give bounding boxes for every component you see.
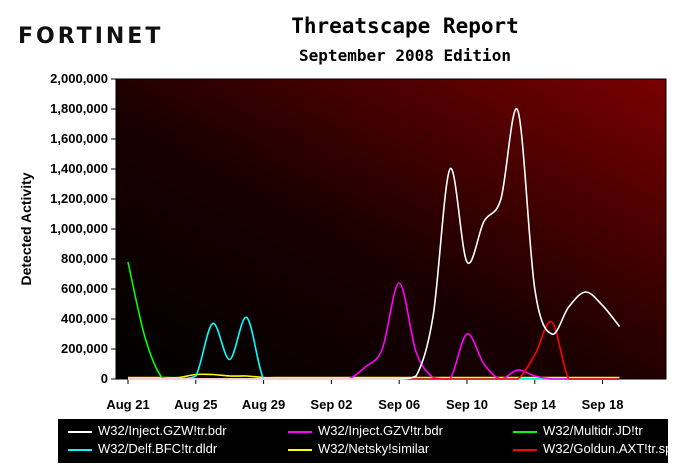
legend-swatch — [513, 430, 537, 433]
y-tick-label: 1,400,000 — [50, 161, 108, 176]
fortinet-logo: FORTINET — [18, 24, 163, 49]
x-tick-label: Sep 06 — [378, 397, 420, 412]
x-tick-label: Sep 18 — [582, 397, 624, 412]
legend-item: W32/Inject.GZV!tr.bdr — [288, 423, 443, 441]
y-tick-label: 1,000,000 — [50, 221, 108, 236]
y-tick-label: 0 — [101, 371, 108, 386]
y-tick-label: 1,800,000 — [50, 101, 108, 116]
x-tick-label: Sep 10 — [446, 397, 488, 412]
series-lines — [127, 107, 621, 380]
legend-item: W32/Multidr.JD!tr — [513, 423, 643, 441]
x-tick-label: Sep 02 — [310, 397, 352, 412]
legend-label: W32/Inject.GZV!tr.bdr — [318, 423, 443, 438]
series-line-w32-inject-gzw-tr-bdr — [127, 107, 621, 380]
y-tick-label: 1,200,000 — [50, 191, 108, 206]
x-tick-label: Aug 21 — [106, 397, 149, 412]
x-tick-label: Aug 29 — [242, 397, 285, 412]
legend-swatch — [68, 430, 92, 433]
x-tick-label: Sep 14 — [514, 397, 557, 412]
legend-item: W32/Netsky!similar — [288, 441, 429, 459]
y-axis-label: Detected Activity — [18, 172, 34, 285]
y-tick-label: 200,000 — [61, 341, 108, 356]
legend-label: W32/Multidr.JD!tr — [543, 423, 643, 438]
legend-label: W32/Inject.GZW!tr.bdr — [98, 423, 227, 438]
legend-item: W32/Inject.GZW!tr.bdr — [68, 423, 227, 441]
y-tick-label: 800,000 — [61, 251, 108, 266]
chart-title: Threatscape Report — [291, 14, 519, 38]
x-tick-label: Aug 25 — [174, 397, 217, 412]
y-tick-label: 1,600,000 — [50, 131, 108, 146]
series-line-w32-netsky-similar — [128, 373, 620, 379]
legend-swatch — [288, 430, 312, 433]
plot-area — [115, 78, 667, 380]
legend-item: W32/Goldun.AXT!tr.spy — [513, 441, 679, 459]
x-axis: Aug 21 Aug 25 Aug 29 Sep 02 Sep 06 Sep 10 Sep … — [106, 379, 624, 412]
legend-swatch — [513, 448, 537, 451]
legend-label: W32/Goldun.AXT!tr.spy — [543, 441, 679, 456]
legend-swatch — [288, 448, 312, 451]
logo-text: FORTINET — [18, 24, 164, 49]
legend-label: W32/Delf.BFC!tr.dldr — [98, 441, 218, 456]
y-tick-label: 600,000 — [61, 281, 108, 296]
legend: W32/Inject.GZW!tr.bdr W32/Inject.GZV!tr.b… — [58, 419, 679, 463]
legend-swatch — [68, 448, 92, 451]
y-tick-label: 400,000 — [61, 311, 108, 326]
y-tick-label: 2,000,000 — [50, 71, 108, 86]
y-axis: 0 200,000 400,000 600,000 800,000 1,000,000 1,… — [50, 71, 116, 386]
chart-subtitle: September 2008 Edition — [299, 46, 511, 65]
legend-label: W32/Netsky!similar — [318, 441, 430, 456]
legend-item: W32/Delf.BFC!tr.dldr — [68, 441, 217, 459]
